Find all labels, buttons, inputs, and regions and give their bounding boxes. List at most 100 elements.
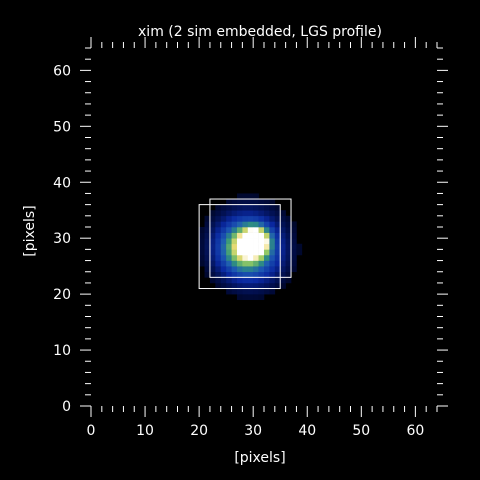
heatmap-cell — [232, 233, 238, 239]
x-tick-label: 30 — [244, 423, 262, 439]
heatmap-cell — [253, 238, 259, 244]
heatmap-cell — [259, 294, 265, 300]
heatmap-cell — [259, 199, 265, 205]
heatmap-cell — [199, 261, 205, 267]
heatmap-cell — [237, 266, 243, 272]
heatmap-cell — [221, 210, 227, 216]
heatmap-cell — [253, 199, 259, 205]
heatmap-cell — [259, 216, 265, 222]
heatmap-cell — [264, 216, 270, 222]
heatmap-cell — [275, 272, 281, 278]
heatmap-cell — [275, 221, 281, 227]
heatmap-cell — [215, 238, 221, 244]
heatmap-cell — [291, 244, 297, 250]
heatmap-cell — [242, 255, 248, 261]
heatmap-cell — [269, 249, 275, 255]
heatmap-cell — [205, 261, 211, 267]
heatmap-cell — [269, 261, 275, 267]
heatmap-cell — [226, 283, 232, 289]
heatmap-cell — [226, 205, 232, 211]
heatmap-cell — [264, 244, 270, 250]
heatmap-cell — [232, 205, 238, 211]
heatmap-cell — [215, 205, 221, 211]
heatmap-cell — [226, 216, 232, 222]
heatmap-cell — [264, 238, 270, 244]
heatmap-cell — [259, 272, 265, 278]
heatmap-cell — [215, 261, 221, 267]
heatmap-cell — [275, 255, 281, 261]
heatmap-cell — [269, 216, 275, 222]
heatmap-cell — [280, 255, 286, 261]
heatmap-cell — [275, 283, 281, 289]
heatmap-cell — [248, 294, 254, 300]
heatmap-cell — [232, 221, 238, 227]
heatmap-cell — [248, 244, 254, 250]
heatmap-cell — [226, 233, 232, 239]
heatmap-cell — [259, 255, 265, 261]
heatmap-cell — [221, 216, 227, 222]
heatmap-cell — [275, 216, 281, 222]
heatmap-cell — [259, 238, 265, 244]
heatmap-cell — [269, 227, 275, 233]
heatmap-cell — [248, 261, 254, 267]
y-tick-label: 30 — [53, 231, 71, 247]
heatmap-cell — [259, 244, 265, 250]
heatmap-cell — [215, 216, 221, 222]
heatmap-cell — [264, 210, 270, 216]
heatmap-cell — [232, 261, 238, 267]
heatmap-cell — [232, 238, 238, 244]
heatmap-cell — [205, 216, 211, 222]
heatmap-cell — [237, 227, 243, 233]
heatmap-cell — [264, 272, 270, 278]
heatmap-cell — [264, 205, 270, 211]
heatmap-cell — [253, 277, 259, 283]
heatmap-cell — [264, 277, 270, 283]
heatmap-cell — [248, 277, 254, 283]
heatmap-cell — [226, 272, 232, 278]
heatmap-cell — [280, 233, 286, 239]
heatmap-cell — [221, 277, 227, 283]
x-tick-label: 50 — [352, 423, 370, 439]
heatmap-cell — [259, 283, 265, 289]
heatmap-cell — [237, 216, 243, 222]
heatmap-cell — [242, 249, 248, 255]
heatmap-cell — [253, 261, 259, 267]
heatmap-cell — [275, 227, 281, 233]
heatmap-cell — [296, 249, 302, 255]
heatmap-cell — [237, 249, 243, 255]
heatmap-cell — [221, 272, 227, 278]
heatmap-cell — [248, 216, 254, 222]
heatmap-cell — [248, 221, 254, 227]
heatmap-cell — [269, 238, 275, 244]
heatmap-cell — [269, 266, 275, 272]
heatmap-cell — [242, 244, 248, 250]
heatmap-cell — [275, 205, 281, 211]
heatmap-cell — [237, 205, 243, 211]
heatmap-cell — [269, 210, 275, 216]
x-tick-label: 10 — [136, 423, 154, 439]
heatmap-cell — [210, 221, 216, 227]
heatmap-cell — [291, 233, 297, 239]
heatmap-cell — [226, 249, 232, 255]
heatmap-cell — [242, 294, 248, 300]
heatmap-cell — [210, 277, 216, 283]
heatmap-cell — [264, 227, 270, 233]
heatmap-cell — [210, 210, 216, 216]
heatmap-cell — [253, 255, 259, 261]
heatmap-cell — [280, 227, 286, 233]
heatmap-cell — [259, 277, 265, 283]
heatmap-cell — [264, 289, 270, 295]
y-tick-label: 0 — [62, 399, 71, 415]
heatmap-cell — [237, 277, 243, 283]
heatmap-cell — [221, 244, 227, 250]
heatmap-cell — [280, 249, 286, 255]
x-tick-label: 60 — [406, 423, 424, 439]
heatmap-cell — [226, 221, 232, 227]
heatmap-cell — [210, 261, 216, 267]
heatmap-cell — [264, 221, 270, 227]
heatmap-cell — [242, 277, 248, 283]
heatmap-cell — [226, 238, 232, 244]
heatmap-cell — [232, 227, 238, 233]
heatmap-cell — [242, 289, 248, 295]
